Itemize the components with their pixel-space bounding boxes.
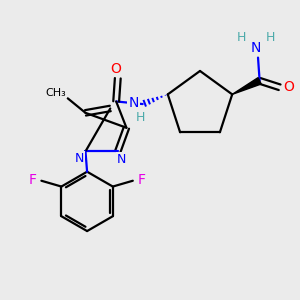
Text: H: H	[266, 31, 275, 44]
Text: H: H	[135, 111, 145, 124]
Text: F: F	[138, 173, 146, 187]
Text: F: F	[28, 173, 36, 187]
Text: CH₃: CH₃	[45, 88, 66, 98]
Text: N: N	[128, 96, 139, 110]
Text: N: N	[117, 153, 126, 166]
Text: O: O	[283, 80, 294, 94]
Text: H: H	[237, 31, 246, 44]
Text: N: N	[75, 152, 84, 165]
Text: O: O	[111, 61, 122, 76]
Polygon shape	[232, 78, 261, 94]
Text: N: N	[250, 41, 261, 55]
